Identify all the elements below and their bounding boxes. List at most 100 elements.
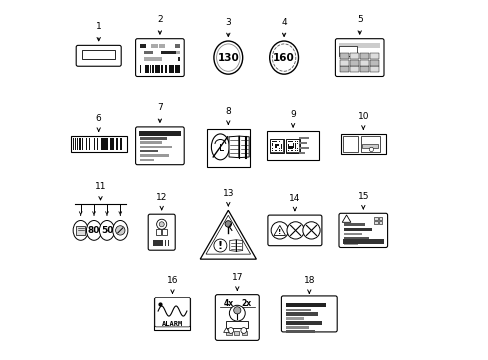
Text: 2x: 2x	[241, 299, 251, 308]
Bar	[285, 309, 311, 311]
Bar	[162, 57, 169, 60]
Bar	[275, 150, 276, 151]
Bar	[157, 240, 158, 246]
Text: 7: 7	[157, 104, 163, 112]
Bar	[153, 65, 154, 73]
Text: 4: 4	[281, 18, 286, 27]
Bar	[359, 53, 368, 59]
Polygon shape	[229, 240, 236, 251]
Bar	[294, 146, 296, 148]
Text: !: !	[278, 229, 281, 235]
Bar	[362, 144, 377, 148]
Bar	[285, 312, 318, 316]
Bar	[278, 141, 280, 142]
Bar	[298, 142, 306, 144]
Bar	[177, 57, 180, 60]
Text: 5: 5	[356, 15, 362, 24]
Bar	[343, 233, 361, 235]
Bar	[140, 146, 172, 148]
Text: 12: 12	[156, 193, 167, 202]
FancyBboxPatch shape	[76, 45, 121, 66]
FancyBboxPatch shape	[267, 215, 321, 246]
Bar	[359, 60, 368, 66]
Ellipse shape	[211, 134, 229, 160]
FancyBboxPatch shape	[281, 296, 337, 332]
Ellipse shape	[73, 220, 88, 240]
Bar	[155, 57, 162, 60]
Bar	[140, 154, 168, 157]
Bar	[294, 144, 296, 146]
FancyBboxPatch shape	[335, 39, 383, 77]
Bar	[290, 141, 292, 142]
Bar	[296, 150, 297, 151]
Bar	[287, 144, 288, 146]
Bar	[275, 146, 276, 148]
Ellipse shape	[99, 220, 114, 240]
Bar	[161, 50, 169, 54]
Text: 3: 3	[225, 18, 231, 27]
Bar	[271, 144, 273, 146]
Bar	[271, 148, 273, 149]
Bar	[298, 147, 308, 149]
Bar	[269, 139, 284, 153]
Text: 13: 13	[222, 189, 234, 198]
Polygon shape	[200, 210, 256, 259]
Bar	[273, 141, 274, 142]
Bar	[153, 240, 154, 246]
Circle shape	[213, 239, 226, 252]
Circle shape	[115, 226, 125, 235]
Bar	[105, 138, 106, 150]
Bar	[158, 65, 159, 73]
Bar	[233, 331, 239, 336]
Text: 4x: 4x	[223, 299, 233, 308]
FancyBboxPatch shape	[215, 294, 259, 341]
Bar	[89, 138, 90, 150]
Bar	[165, 44, 168, 48]
Bar	[97, 138, 98, 150]
Text: 1: 1	[96, 22, 102, 31]
Bar	[280, 150, 282, 151]
Ellipse shape	[272, 44, 295, 71]
Bar	[349, 66, 358, 72]
Text: 18: 18	[303, 276, 314, 285]
Bar	[76, 226, 85, 235]
Bar	[296, 148, 297, 149]
Bar	[82, 138, 83, 150]
Circle shape	[156, 219, 166, 229]
Bar	[298, 137, 309, 139]
Bar	[339, 43, 379, 48]
Bar	[340, 134, 385, 154]
Bar	[79, 138, 81, 150]
Bar	[298, 152, 305, 154]
Polygon shape	[236, 240, 242, 251]
Bar	[287, 148, 288, 149]
Bar	[271, 150, 273, 151]
Bar	[241, 331, 247, 336]
Polygon shape	[205, 215, 250, 254]
Bar	[343, 242, 357, 245]
Polygon shape	[239, 136, 249, 158]
Bar	[103, 138, 105, 150]
Bar	[360, 136, 380, 152]
Bar	[296, 141, 297, 142]
Bar	[280, 144, 282, 146]
Bar	[159, 65, 160, 73]
Bar	[343, 228, 372, 231]
Bar	[369, 60, 378, 66]
Bar	[140, 44, 145, 48]
Bar	[108, 138, 109, 150]
Bar	[143, 50, 153, 54]
Bar	[177, 65, 178, 73]
Bar	[339, 53, 348, 59]
FancyBboxPatch shape	[148, 214, 175, 250]
Ellipse shape	[86, 220, 102, 240]
Bar	[275, 144, 276, 146]
Bar	[147, 65, 148, 73]
Bar	[369, 66, 378, 72]
Bar	[287, 146, 288, 148]
Circle shape	[233, 307, 241, 314]
Ellipse shape	[113, 220, 127, 240]
Bar	[162, 65, 163, 73]
Text: !: !	[217, 240, 223, 251]
Bar	[140, 57, 143, 60]
